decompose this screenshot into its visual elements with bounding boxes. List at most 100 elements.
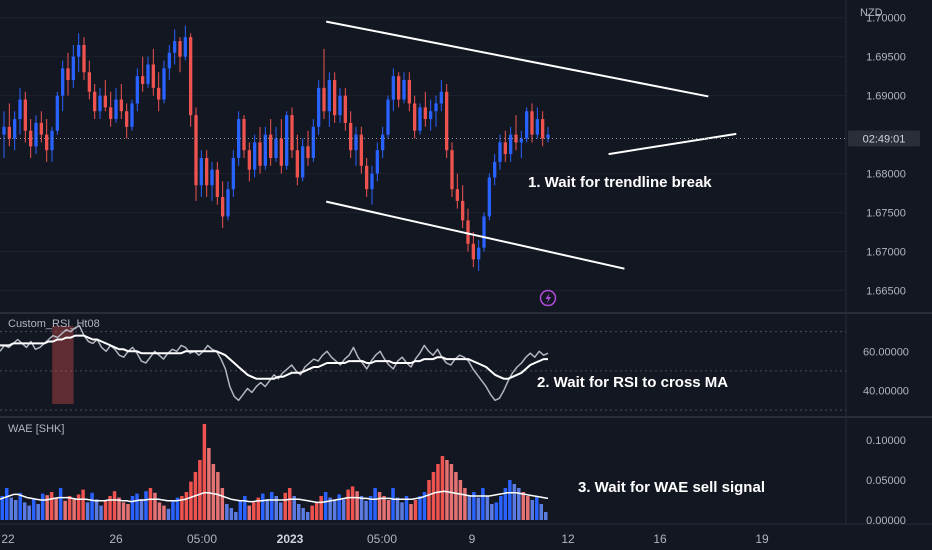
wae-bar[interactable] (144, 491, 148, 520)
candle-body[interactable] (429, 111, 433, 120)
candle-body[interactable] (498, 142, 502, 162)
wae-bar[interactable] (274, 496, 278, 520)
wae-bar[interactable] (283, 492, 287, 520)
candle-body[interactable] (55, 95, 59, 131)
wae-bar[interactable] (458, 480, 463, 520)
candle-body[interactable] (471, 243, 475, 260)
candle-body[interactable] (530, 111, 534, 135)
wae-explosion-line-path[interactable] (0, 490, 549, 504)
wae-bar[interactable] (261, 493, 265, 520)
wae-bar[interactable] (310, 505, 314, 520)
candle-body[interactable] (2, 126, 6, 135)
wae-bar[interactable] (18, 492, 22, 520)
rsi-lines[interactable] (0, 325, 549, 402)
candle-body[interactable] (114, 99, 118, 120)
wae-bar[interactable] (454, 472, 458, 520)
wae-bar[interactable] (153, 492, 157, 520)
candle-body[interactable] (183, 37, 187, 57)
wae-bar[interactable] (481, 488, 485, 520)
candle-body[interactable] (274, 138, 278, 158)
wae-bar[interactable] (292, 496, 296, 520)
candle-body[interactable] (18, 99, 22, 120)
candle-body[interactable] (423, 107, 427, 120)
wae-bar[interactable] (503, 488, 508, 520)
wae-bar[interactable] (90, 492, 94, 520)
wae-bar[interactable] (13, 500, 18, 520)
wae-bar[interactable] (490, 504, 494, 520)
candle-body[interactable] (13, 119, 17, 139)
wae-bar[interactable] (278, 502, 283, 520)
wae-bar[interactable] (9, 497, 13, 520)
wae-bar[interactable] (319, 496, 323, 520)
candle-body[interactable] (34, 122, 38, 147)
candle-body[interactable] (93, 91, 97, 112)
wae-bar[interactable] (216, 472, 220, 520)
wae-bar[interactable] (539, 504, 544, 520)
candle-body[interactable] (50, 130, 54, 151)
wae-bar[interactable] (157, 502, 162, 520)
wae-bar[interactable] (431, 472, 436, 520)
candle-body[interactable] (194, 115, 198, 186)
wae-bar[interactable] (418, 496, 422, 520)
candle-body[interactable] (333, 80, 337, 116)
wae-bar[interactable] (103, 500, 108, 520)
candle-body[interactable] (365, 165, 369, 190)
wae-bar[interactable] (252, 502, 256, 520)
candle-body[interactable] (162, 68, 166, 100)
wae-bar[interactable] (72, 498, 76, 520)
candle-body[interactable] (71, 56, 75, 81)
wae-bar[interactable] (445, 460, 449, 520)
candle-body[interactable] (77, 44, 81, 57)
wae-bar[interactable] (391, 488, 395, 520)
wae-pane-title[interactable]: WAE [SHK] (8, 423, 64, 435)
wae-bar[interactable] (373, 488, 377, 520)
rsi-axis-labels[interactable]: 60.00000 40.00000 (863, 346, 909, 397)
wae-bar[interactable] (467, 496, 472, 520)
wae-bar[interactable] (112, 491, 117, 520)
candle-body[interactable] (525, 111, 529, 139)
candle-body[interactable] (45, 134, 49, 151)
candle-body[interactable] (354, 134, 358, 151)
candle-body[interactable] (295, 150, 299, 178)
candle-body[interactable] (199, 158, 203, 186)
wae-bar[interactable] (494, 502, 499, 520)
candle-body[interactable] (413, 103, 417, 131)
time-axis-labels[interactable]: 22 26 05:00 2023 05:00 9 12 16 19 (1, 532, 769, 546)
wae-bar[interactable] (58, 488, 63, 520)
candle-body[interactable] (418, 107, 422, 131)
trendline-rising-support[interactable] (608, 132, 737, 156)
wae-bar[interactable] (207, 448, 211, 520)
wae-bar[interactable] (27, 505, 31, 520)
candle-body[interactable] (151, 64, 155, 88)
wae-bar[interactable] (148, 488, 153, 520)
candle-body[interactable] (359, 134, 363, 166)
wae-bar[interactable] (508, 480, 512, 520)
wae-bar[interactable] (382, 496, 386, 520)
wae-bar[interactable] (54, 497, 58, 520)
candle-body[interactable] (173, 41, 177, 53)
candle-body[interactable] (487, 177, 491, 217)
candle-body[interactable] (493, 161, 497, 178)
candle-body[interactable] (242, 119, 246, 151)
candle-body[interactable] (130, 103, 134, 127)
wae-bar[interactable] (499, 496, 503, 520)
wae-bar[interactable] (166, 508, 171, 520)
candle-body[interactable] (66, 68, 70, 81)
candle-body[interactable] (253, 142, 257, 170)
candle-body[interactable] (461, 200, 465, 221)
wae-bar[interactable] (427, 480, 431, 520)
wae-bar[interactable] (359, 496, 364, 520)
candle-body[interactable] (541, 119, 545, 139)
candle-body[interactable] (7, 126, 11, 139)
wae-bar[interactable] (440, 456, 445, 520)
candle-body[interactable] (509, 134, 513, 155)
candle-body[interactable] (82, 44, 86, 73)
wae-bar[interactable] (94, 499, 99, 520)
candle-body[interactable] (39, 122, 43, 135)
wae-axis-labels[interactable]: 0.10000 0.05000 0.00000 (866, 435, 906, 527)
wae-bar[interactable] (63, 500, 67, 520)
wae-bar[interactable] (49, 492, 54, 520)
wae-bar[interactable] (22, 502, 27, 520)
candle-body[interactable] (269, 134, 273, 158)
candle-body[interactable] (189, 37, 193, 116)
